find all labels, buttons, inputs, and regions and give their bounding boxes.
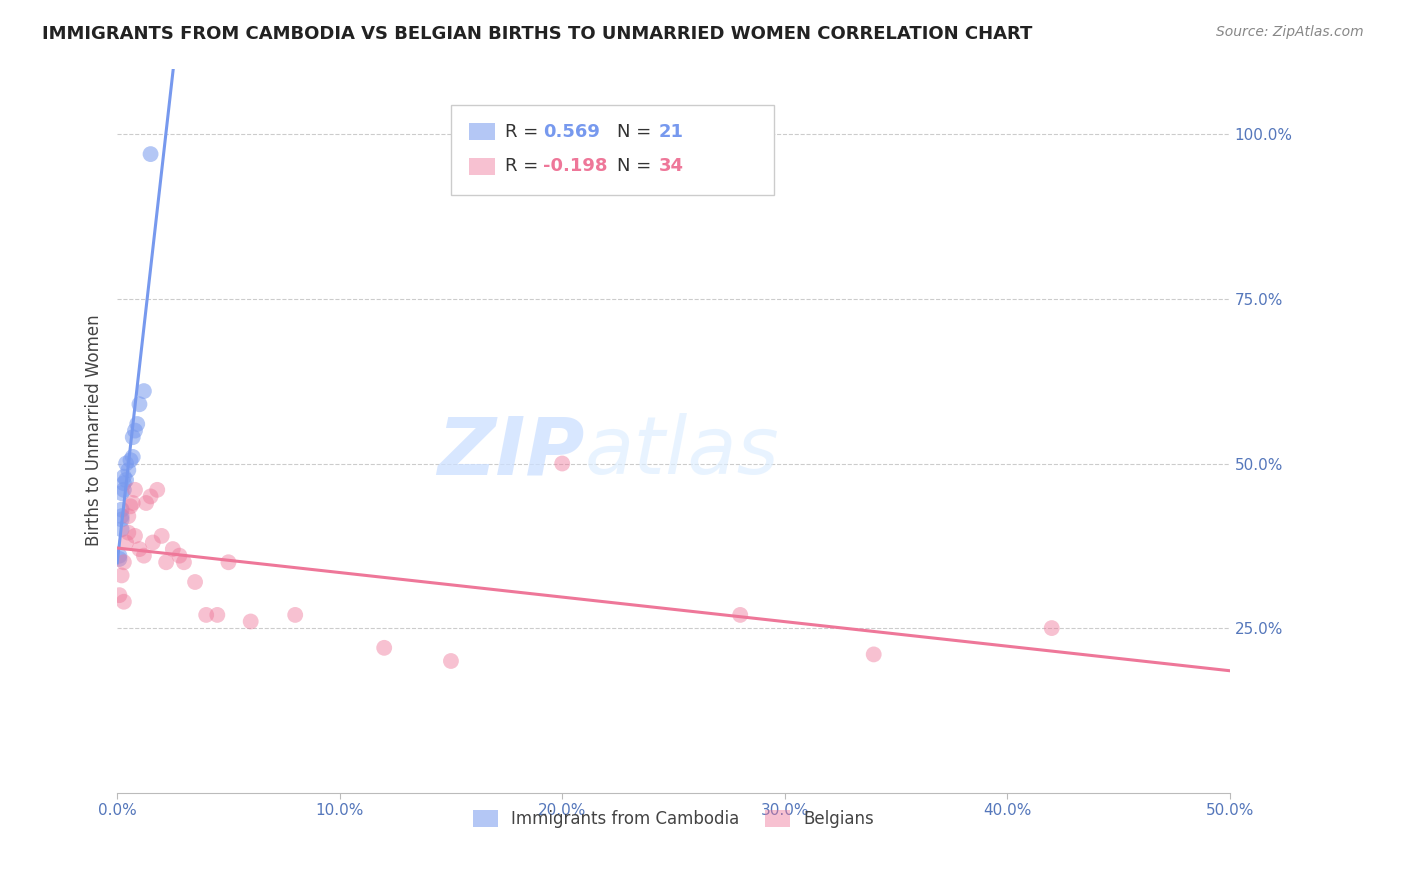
- Point: [111, 568, 134, 582]
- Point: [115, 457, 138, 471]
- Point: [112, 483, 135, 497]
- Point: [1040, 621, 1063, 635]
- Point: [112, 476, 135, 491]
- Y-axis label: Births to Unmarried Women: Births to Unmarried Women: [86, 315, 103, 547]
- Text: IMMIGRANTS FROM CAMBODIA VS BELGIAN BIRTHS TO UNMARRIED WOMEN CORRELATION CHART: IMMIGRANTS FROM CAMBODIA VS BELGIAN BIRT…: [42, 25, 1032, 43]
- Point: [117, 525, 139, 540]
- Point: [124, 529, 146, 543]
- FancyBboxPatch shape: [468, 158, 495, 175]
- Point: [121, 450, 143, 464]
- Point: [128, 397, 150, 411]
- Point: [108, 552, 131, 566]
- Point: [373, 640, 395, 655]
- Point: [121, 496, 143, 510]
- Point: [117, 509, 139, 524]
- Text: Source: ZipAtlas.com: Source: ZipAtlas.com: [1216, 25, 1364, 39]
- Point: [120, 453, 142, 467]
- Point: [440, 654, 463, 668]
- Point: [173, 555, 195, 569]
- Point: [162, 542, 184, 557]
- FancyBboxPatch shape: [468, 123, 495, 140]
- Text: 34: 34: [659, 157, 683, 176]
- Point: [127, 417, 149, 431]
- Text: 21: 21: [659, 122, 683, 141]
- Point: [108, 588, 131, 602]
- Point: [120, 500, 142, 514]
- Text: R =: R =: [506, 157, 544, 176]
- Point: [150, 529, 173, 543]
- Point: [184, 574, 207, 589]
- Point: [132, 384, 155, 398]
- Point: [121, 430, 143, 444]
- Point: [217, 555, 239, 569]
- Point: [139, 490, 162, 504]
- Point: [128, 542, 150, 557]
- Point: [117, 463, 139, 477]
- Legend: Immigrants from Cambodia, Belgians: Immigrants from Cambodia, Belgians: [467, 804, 880, 835]
- Point: [115, 535, 138, 549]
- Text: ZIP: ZIP: [437, 413, 585, 491]
- Point: [207, 607, 229, 622]
- Point: [169, 549, 191, 563]
- Point: [155, 555, 177, 569]
- Point: [862, 648, 884, 662]
- FancyBboxPatch shape: [451, 104, 773, 195]
- Point: [112, 469, 135, 483]
- Point: [284, 607, 307, 622]
- Point: [139, 147, 162, 161]
- Point: [111, 502, 134, 516]
- Point: [111, 486, 134, 500]
- Point: [124, 424, 146, 438]
- Point: [115, 473, 138, 487]
- Point: [195, 607, 218, 622]
- Point: [111, 509, 134, 524]
- Point: [111, 512, 134, 526]
- Point: [108, 549, 131, 563]
- Text: R =: R =: [506, 122, 544, 141]
- Text: atlas: atlas: [585, 413, 779, 491]
- Point: [551, 457, 574, 471]
- Point: [135, 496, 157, 510]
- Point: [112, 555, 135, 569]
- Point: [728, 607, 751, 622]
- Text: N =: N =: [617, 157, 657, 176]
- Text: -0.198: -0.198: [543, 157, 607, 176]
- Point: [142, 535, 165, 549]
- Point: [124, 483, 146, 497]
- Point: [112, 595, 135, 609]
- Text: 0.569: 0.569: [543, 122, 600, 141]
- Point: [146, 483, 169, 497]
- Point: [111, 522, 134, 536]
- Text: N =: N =: [617, 122, 657, 141]
- Point: [239, 615, 262, 629]
- Point: [132, 549, 155, 563]
